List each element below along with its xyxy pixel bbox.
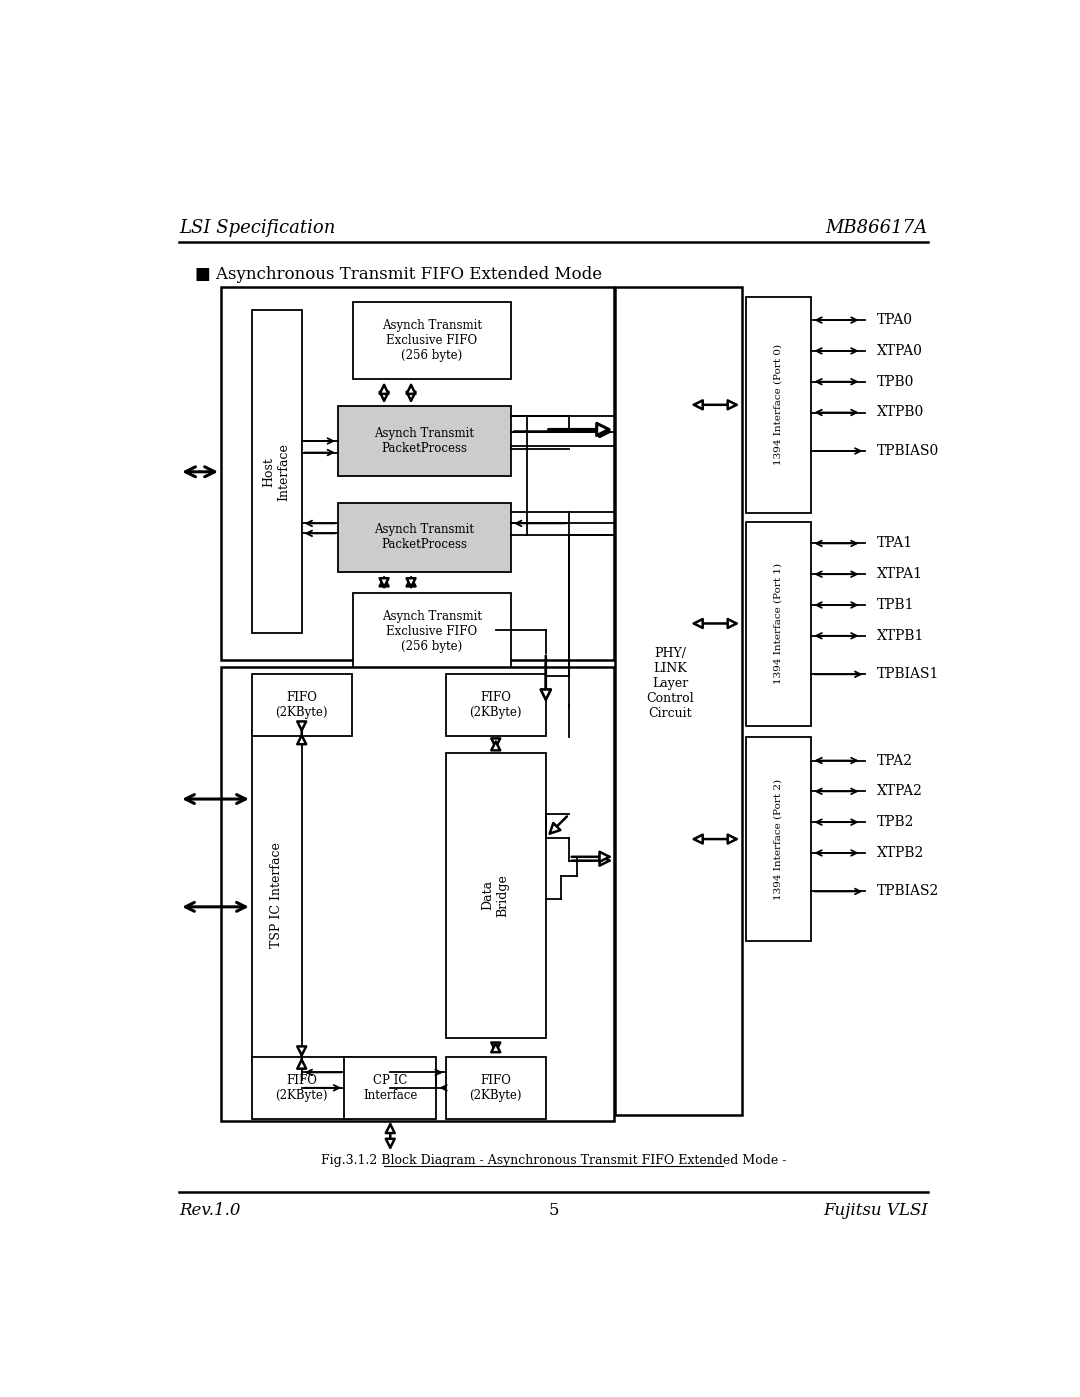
Text: FIFO
(2KByte): FIFO (2KByte) bbox=[275, 692, 328, 719]
Text: Fujitsu VLSI: Fujitsu VLSI bbox=[823, 1203, 928, 1220]
Bar bbox=[616, 286, 742, 1115]
Text: TSP IC Interface: TSP IC Interface bbox=[270, 842, 283, 949]
Bar bbox=[252, 675, 352, 736]
Bar bbox=[345, 1058, 436, 1119]
Bar bbox=[252, 1058, 352, 1119]
Text: FIFO
(2KByte): FIFO (2KByte) bbox=[470, 692, 522, 719]
Text: TPBIAS1: TPBIAS1 bbox=[877, 668, 940, 682]
Text: Asynch Transmit
Exclusive FIFO
(256 byte): Asynch Transmit Exclusive FIFO (256 byte… bbox=[382, 609, 482, 652]
Text: 1394 Interface (Port 1): 1394 Interface (Port 1) bbox=[774, 563, 783, 685]
Text: TPA0: TPA0 bbox=[877, 313, 913, 327]
Text: TPBIAS2: TPBIAS2 bbox=[877, 884, 940, 898]
Text: TPB2: TPB2 bbox=[877, 814, 915, 830]
Bar bbox=[446, 675, 545, 736]
Text: 1394 Interface (Port 2): 1394 Interface (Port 2) bbox=[774, 778, 783, 900]
Text: Rev.1.0: Rev.1.0 bbox=[179, 1203, 241, 1220]
Text: Asynch Transmit
PacketProcess: Asynch Transmit PacketProcess bbox=[374, 524, 474, 552]
Text: Fig.3.1.2 Block Diagram - Asynchronous Transmit FIFO Extended Mode -: Fig.3.1.2 Block Diagram - Asynchronous T… bbox=[321, 1154, 786, 1168]
Text: XTPA0: XTPA0 bbox=[877, 344, 922, 358]
Bar bbox=[220, 666, 613, 1120]
Text: 1394 Interface (Port 0): 1394 Interface (Port 0) bbox=[774, 344, 783, 465]
Text: FIFO
(2KByte): FIFO (2KByte) bbox=[275, 1074, 328, 1102]
Text: FIFO
(2KByte): FIFO (2KByte) bbox=[470, 1074, 522, 1102]
Text: Asynch Transmit
PacketProcess: Asynch Transmit PacketProcess bbox=[374, 427, 474, 455]
Text: CP IC
Interface: CP IC Interface bbox=[363, 1074, 418, 1102]
Bar bbox=[746, 298, 811, 513]
Text: TPBIAS0: TPBIAS0 bbox=[877, 444, 940, 458]
Bar bbox=[446, 1058, 545, 1119]
Text: TPA2: TPA2 bbox=[877, 753, 913, 767]
Text: XTPB2: XTPB2 bbox=[877, 847, 924, 861]
Bar bbox=[252, 310, 301, 633]
Text: LSI Specification: LSI Specification bbox=[179, 219, 336, 236]
Bar bbox=[446, 753, 545, 1038]
Bar bbox=[338, 407, 511, 475]
Text: MB86617A: MB86617A bbox=[825, 219, 928, 236]
Text: XTPA2: XTPA2 bbox=[877, 784, 922, 798]
Text: Data
Bridge: Data Bridge bbox=[482, 875, 510, 916]
Text: TPB1: TPB1 bbox=[877, 598, 915, 612]
Text: XTPA1: XTPA1 bbox=[877, 567, 923, 581]
Text: 5: 5 bbox=[549, 1203, 558, 1220]
Bar bbox=[353, 302, 511, 380]
Text: PHY/
LINK
Layer
Control
Circuit: PHY/ LINK Layer Control Circuit bbox=[647, 647, 694, 719]
Text: XTPB1: XTPB1 bbox=[877, 629, 924, 643]
Text: TPA1: TPA1 bbox=[877, 536, 913, 550]
Text: XTPB0: XTPB0 bbox=[877, 405, 924, 419]
Bar bbox=[353, 592, 511, 669]
Bar bbox=[746, 522, 811, 726]
Bar bbox=[746, 738, 811, 942]
Text: Host
Interface: Host Interface bbox=[262, 443, 291, 500]
Bar bbox=[252, 729, 301, 1060]
Text: ■ Asynchronous Transmit FIFO Extended Mode: ■ Asynchronous Transmit FIFO Extended Mo… bbox=[195, 267, 603, 284]
Bar bbox=[220, 286, 613, 661]
Text: TPB0: TPB0 bbox=[877, 374, 915, 388]
Text: Asynch Transmit
Exclusive FIFO
(256 byte): Asynch Transmit Exclusive FIFO (256 byte… bbox=[382, 320, 482, 362]
Bar bbox=[338, 503, 511, 571]
